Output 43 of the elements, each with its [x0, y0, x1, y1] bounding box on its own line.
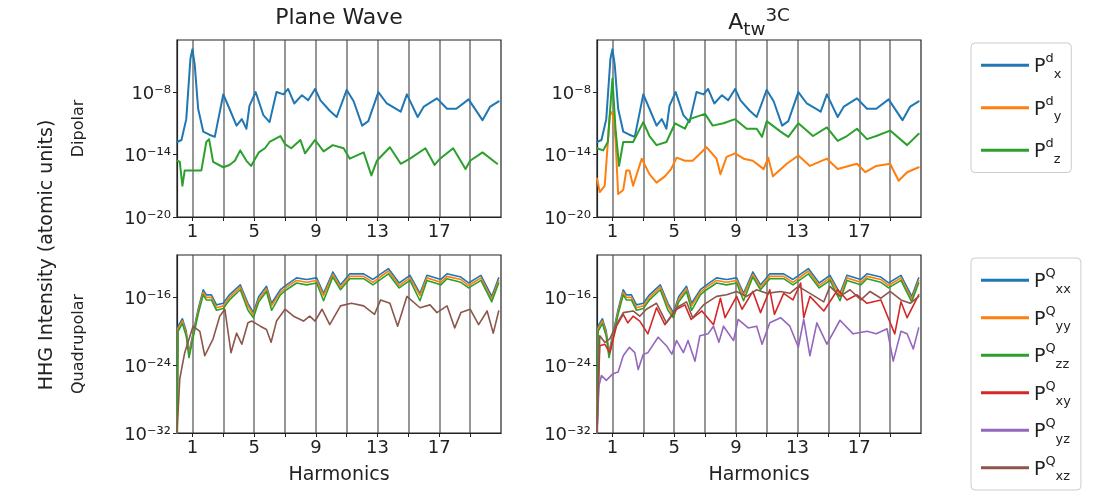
text: HHG Intensity (atomic units) [34, 119, 56, 391]
x-tick-label: 13 [786, 435, 810, 457]
x-tick-label: 1 [186, 219, 199, 241]
x-tick-label: 13 [786, 219, 810, 241]
line-series [596, 77, 920, 167]
x-tick-label: 17 [847, 435, 871, 457]
y-tick-label: 10⁻³² [124, 422, 171, 444]
x-tick-label: 5 [668, 219, 680, 241]
x-tick-label: 13 [366, 435, 390, 457]
x-tick-label: 13 [366, 219, 390, 241]
x-tick-label: 17 [427, 219, 451, 241]
x-tick-label: 9 [310, 219, 322, 241]
line-series [176, 135, 499, 187]
y-tick-label: 10⁻²⁴ [124, 354, 171, 376]
x-tick-label: 5 [248, 219, 260, 241]
y-tick-label: 10⁻¹⁶ [544, 286, 591, 308]
x-axis-title: Harmonics [288, 461, 390, 484]
line-series [596, 110, 920, 196]
y-axis-title: Quadrupolar [67, 293, 87, 395]
x-axis-title: Harmonics [708, 461, 810, 484]
x-tick-label: 9 [730, 219, 742, 241]
y-axis-title: Dipolar [67, 99, 87, 158]
y-tick-label: 10⁻¹⁴ [124, 144, 171, 166]
x-tick-label: 9 [310, 435, 322, 457]
y-tick-label: 10⁻⁸ [551, 81, 591, 103]
x-tick-label: 1 [606, 219, 619, 241]
y-tick-label: 10⁻¹⁶ [124, 286, 171, 308]
chart-title: Plane Wave [274, 4, 404, 29]
x-tick-label: 5 [248, 435, 260, 457]
line-series [596, 48, 920, 143]
x-tick-label: 17 [847, 219, 871, 241]
y-tick-label: 10⁻²⁰ [544, 206, 591, 228]
y-tick-label: 10⁻³² [544, 422, 591, 444]
y-tick-label: 10⁻²⁴ [544, 354, 591, 376]
x-tick-label: 1 [606, 435, 619, 457]
y-tick-label: 10⁻²⁰ [124, 206, 171, 228]
line-series [176, 48, 500, 143]
x-tick-label: 9 [730, 435, 742, 457]
y-tick-label: 10⁻⁸ [131, 81, 171, 103]
x-tick-label: 1 [186, 435, 199, 457]
y-tick-label: 10⁻¹⁴ [544, 144, 591, 166]
x-tick-label: 17 [427, 435, 451, 457]
x-tick-label: 5 [668, 435, 680, 457]
